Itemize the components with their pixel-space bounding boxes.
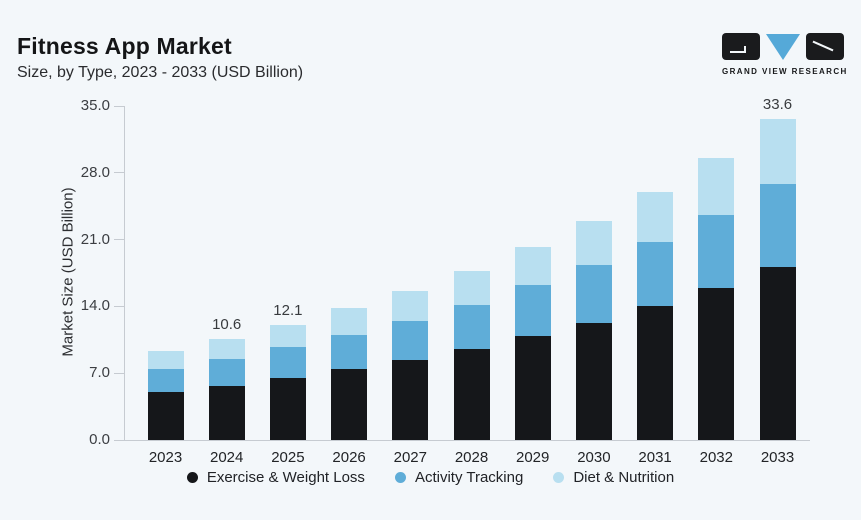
x-tick-label: 2027	[393, 449, 427, 466]
bar-segment	[147, 351, 184, 370]
logo-g-icon	[722, 33, 760, 60]
bar-segment	[331, 308, 368, 336]
legend-item-activity-tracking: Activity Tracking	[394, 469, 524, 486]
bar-segment	[147, 392, 184, 440]
bar-segment	[392, 291, 429, 321]
x-tick-label: 2029	[516, 449, 550, 466]
bar-segment	[147, 369, 184, 393]
logo-r-icon	[806, 33, 844, 60]
bar-segment	[269, 324, 306, 348]
bar-segment	[575, 322, 612, 440]
bar-segment	[698, 157, 735, 215]
y-axis-line	[124, 106, 125, 440]
x-axis-line	[124, 440, 810, 441]
page-subtitle: Size, by Type, 2023 - 2033 (USD Billion)	[17, 64, 304, 81]
bar-segment	[453, 271, 490, 306]
y-tick-mark	[114, 105, 124, 107]
y-tick-label: 21.0	[80, 230, 110, 248]
x-tick-label: 2032	[699, 449, 733, 466]
y-tick-mark	[114, 305, 124, 307]
y-tick-label: 0.0	[89, 431, 110, 448]
legend-dot-activity-icon	[394, 472, 406, 483]
bar-segment	[453, 305, 490, 350]
bar-segment	[698, 214, 735, 289]
bar-segment	[575, 265, 612, 323]
plot-area: 0.0 7.0 14.0 21.0 28.0 35.0 2023 2024 10.6 2025 12…	[81, 96, 810, 466]
bar-segment	[269, 377, 306, 440]
legend-dot-diet-icon	[553, 472, 565, 483]
legend-dot-exercise-icon	[186, 472, 198, 483]
bar-segment	[637, 241, 674, 307]
bar-segment	[759, 184, 796, 268]
bar-segment	[269, 347, 306, 378]
bar-segment	[208, 358, 245, 386]
bar-segment	[514, 247, 551, 286]
legend-label: Activity Tracking	[414, 469, 524, 486]
chart-header: Fitness App Market Size, by Type, 2023 -…	[17, 33, 303, 82]
y-axis-title: Market Size (USD Billion)	[59, 187, 77, 357]
y-tick-mark	[114, 439, 124, 441]
bar-segment	[208, 338, 245, 359]
y-tick-mark	[114, 172, 124, 174]
legend-label: Exercise & Weight Loss	[206, 469, 365, 486]
legend-item-diet-nutrition: Diet & Nutrition	[553, 469, 674, 486]
x-tick-label: 2031	[638, 449, 672, 466]
x-tick-label: 2023	[148, 449, 183, 466]
bar-segment	[637, 306, 674, 440]
legend-item-exercise-weight-loss: Exercise & Weight Loss	[186, 469, 365, 486]
legend-label: Diet & Nutrition	[573, 469, 675, 486]
logo-glyphs	[722, 33, 844, 61]
y-tick-label: 7.0	[89, 364, 110, 382]
legend: Exercise & Weight Loss Activity Tracking…	[0, 469, 861, 486]
x-tick-label: 2033	[760, 449, 795, 466]
x-tick-label: 2025	[271, 449, 305, 466]
bar-segment	[208, 385, 245, 440]
bar-segment	[759, 119, 796, 185]
logo-v-triangle-icon	[766, 34, 800, 60]
bar-segment	[453, 349, 490, 440]
y-tick-label: 28.0	[80, 163, 110, 181]
bar-segment	[759, 267, 796, 440]
bar-segment	[514, 285, 551, 336]
logo-wordmark: GRAND VIEW RESEARCH	[722, 67, 848, 76]
x-tick-label: 2024	[210, 449, 244, 466]
bar-segment	[331, 335, 368, 370]
bar-segment	[392, 320, 429, 360]
bar-segment	[575, 221, 612, 266]
bar-segment	[392, 359, 429, 440]
bar-segment	[331, 369, 368, 440]
y-tick-label: 14.0	[80, 297, 110, 315]
y-tick-mark	[114, 239, 124, 241]
x-tick-label: 2026	[332, 449, 366, 466]
bar-value-label: 12.1	[273, 301, 303, 319]
y-tick-mark	[114, 372, 124, 374]
bar-segment	[514, 335, 551, 440]
y-tick-label: 35.0	[80, 97, 110, 114]
page-title: Fitness App Market	[17, 33, 232, 59]
x-tick-label: 2030	[577, 449, 611, 466]
bar-value-label: 33.6	[762, 96, 793, 114]
x-tick-label: 2028	[454, 449, 489, 466]
grand-view-research-logo: GRAND VIEW RESEARCH	[722, 33, 848, 76]
bar-segment	[698, 288, 735, 440]
bar-segment	[637, 191, 674, 242]
bar-value-label: 10.6	[212, 315, 242, 333]
